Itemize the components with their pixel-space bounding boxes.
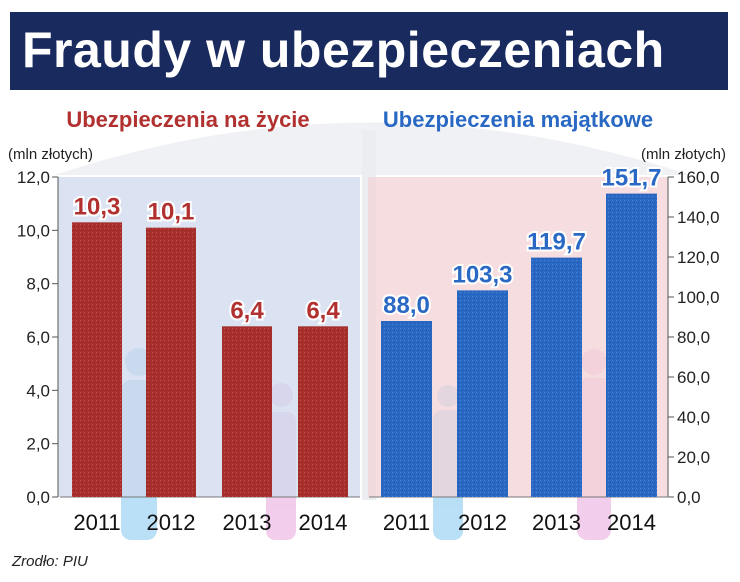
life-bar-2012: [146, 227, 196, 497]
property-y-tick-label: 40,0: [677, 408, 710, 427]
life-y-tick-label: 2,0: [26, 435, 50, 454]
property-bar-2014: [606, 193, 657, 497]
life-y-tick-label: 12,0: [17, 168, 50, 187]
life-y-tick-label: 10,0: [17, 221, 50, 240]
life-category-label-2014: 2014: [299, 510, 348, 535]
life-category-label-2012: 2012: [147, 510, 196, 535]
life-category-label-2013: 2013: [223, 510, 272, 535]
property-y-tick-label: 0,0: [677, 488, 701, 507]
property-y-tick-label: 140,0: [677, 208, 720, 227]
property-y-tick-label: 120,0: [677, 248, 720, 267]
life-bar-2011: [72, 222, 122, 498]
property-bar-2013: [531, 257, 582, 497]
life-y-tick-label: 0,0: [26, 488, 50, 507]
life-value-label-2013: 6,4: [230, 297, 264, 324]
property-y-tick-label: 60,0: [677, 368, 710, 387]
chart-title: Fraudy w ubezpieczeniach: [22, 22, 665, 78]
property-panel-title: Ubezpieczenia majątkowe: [383, 107, 653, 132]
property-value-label-2011: 88,0: [383, 292, 430, 319]
life-category-label-2011: 2011: [73, 510, 120, 535]
property-category-label-2014: 2014: [607, 510, 656, 535]
life-bar-2014: [298, 326, 348, 497]
right-axis-unit: (mln złotych): [641, 146, 726, 163]
title-banner: Fraudy w ubezpieczeniach: [10, 12, 728, 90]
life-y-tick-label: 8,0: [26, 275, 50, 294]
property-y-tick-label: 100,0: [677, 288, 720, 307]
property-y-tick-label: 80,0: [677, 328, 710, 347]
property-value-label-2012: 103,3: [452, 261, 512, 288]
property-value-label-2013: 119,7: [527, 229, 586, 256]
source-note: Zrodło: PIU: [12, 553, 88, 570]
left-axis-unit: (mln złotych): [8, 146, 93, 163]
property-category-label-2012: 2012: [458, 510, 507, 535]
property-value-label-2014: 151,7: [601, 165, 661, 192]
life-bar-2013: [222, 326, 272, 497]
life-y-tick-label: 4,0: [26, 381, 50, 400]
life-y-tick-label: 6,0: [26, 328, 50, 347]
life-value-label-2012: 10,1: [148, 199, 195, 226]
property-y-tick-label: 20,0: [677, 448, 710, 467]
property-category-label-2013: 2013: [532, 510, 581, 535]
life-value-label-2014: 6,4: [306, 297, 340, 324]
life-value-label-2011: 10,3: [74, 193, 121, 220]
life-panel-title: Ubezpieczenia na życie: [66, 107, 309, 132]
property-y-tick-label: 160,0: [677, 168, 720, 187]
property-bar-2012: [457, 290, 508, 497]
property-bar-2011: [381, 321, 432, 497]
property-category-label-2011: 2011: [383, 510, 430, 535]
